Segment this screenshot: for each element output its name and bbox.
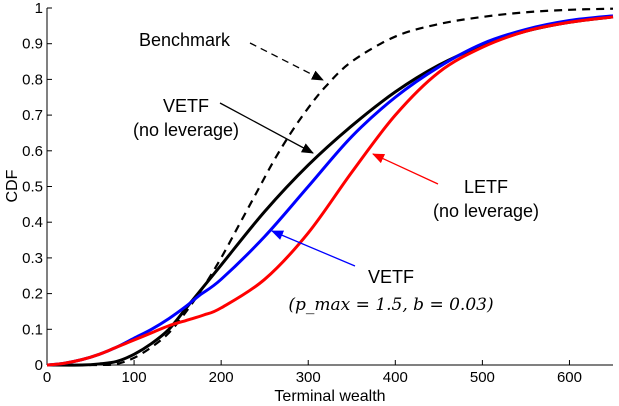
x-tick-label: 600 (557, 369, 582, 386)
y-tick-label: 0.6 (22, 143, 43, 160)
annotation-vetf-leveraged-arrow (271, 230, 356, 267)
y-axis-ticks: 0 0.1 0.2 0.3 0.4 0.5 0.6 0.7 0.8 0.9 1 (22, 0, 52, 374)
x-tick-label: 500 (470, 369, 495, 386)
x-axis-label: Terminal wealth (274, 388, 385, 405)
x-tick-label: 100 (122, 369, 147, 386)
series-letf-no-leverage (46, 15, 614, 367)
y-tick-label: 0.3 (22, 250, 43, 267)
annotation-letf-no-leverage: LETF (no leverage) (372, 153, 539, 221)
annotation-benchmark-label: Benchmark (139, 30, 231, 50)
annotation-vetf-no-leverage-label-2: (no leverage) (133, 120, 239, 140)
y-tick-label: 0.9 (22, 36, 43, 53)
annotation-vetf-no-leverage-label-1: VETF (163, 96, 209, 116)
annotation-benchmark: Benchmark (139, 30, 324, 81)
y-tick-label: 0.8 (22, 71, 43, 88)
annotation-letf-no-leverage-arrow (372, 153, 439, 185)
y-tick-label: 0.1 (22, 321, 43, 338)
annotation-vetf-no-leverage: VETF (no leverage) (133, 96, 314, 154)
x-axis-ticks: 0 100 200 300 400 500 600 (43, 360, 582, 386)
x-tick-label: 300 (296, 369, 321, 386)
y-tick-label: 0.2 (22, 286, 43, 303)
annotation-vetf-leveraged-label-2: (p_max = 1.5, b = 0.03) (288, 295, 493, 315)
y-tick-label: 0.7 (22, 107, 43, 124)
y-tick-label: 0.4 (22, 214, 43, 231)
x-tick-label: 0 (43, 369, 51, 386)
annotation-vetf-no-leverage-arrow (219, 102, 314, 154)
series-benchmark (46, 7, 614, 367)
x-tick-label: 400 (383, 369, 408, 386)
x-tick-label: 200 (209, 369, 234, 386)
annotation-vetf-leveraged: VETF (p_max = 1.5, b = 0.03) (271, 230, 494, 315)
y-axis-label: CDF (4, 169, 21, 202)
series-vetf-no-leverage (46, 15, 614, 367)
y-tick-label: 0.5 (22, 179, 43, 196)
annotation-vetf-leveraged-label-1: VETF (368, 267, 414, 287)
series-layer (46, 7, 614, 367)
annotation-benchmark-arrow (249, 42, 324, 81)
y-tick-label: 1 (35, 0, 43, 17)
annotation-letf-no-leverage-label-2: (no leverage) (433, 201, 539, 221)
y-tick-label: 0 (35, 357, 43, 374)
annotation-letf-no-leverage-label-1: LETF (464, 177, 508, 197)
